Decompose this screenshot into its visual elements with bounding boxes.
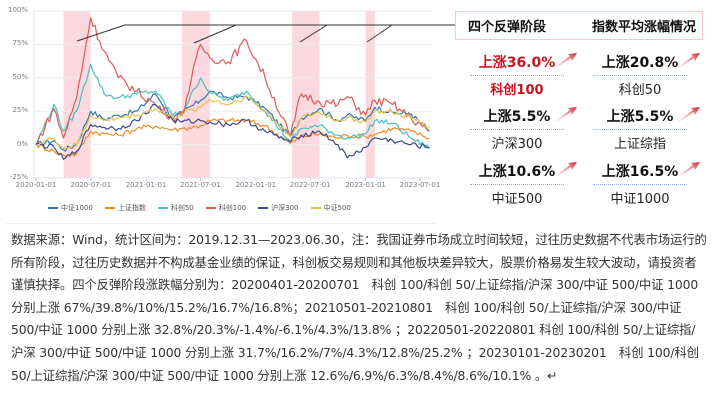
dotted-divider [470, 184, 564, 185]
shaded-period-4 [365, 11, 375, 178]
gain-value: 上涨20.8% [601, 55, 679, 71]
x-tick-label: 2023-07-01 [399, 181, 441, 189]
gain-value: 上涨10.6% [478, 164, 556, 180]
series-line-科创100 [35, 17, 430, 145]
gain-value: 上涨5.5% [483, 109, 551, 125]
y-tick-label: -25% [9, 173, 28, 181]
legend-item[interactable]: 上证指数 [104, 203, 146, 213]
index-name: 科创100 [490, 83, 544, 98]
gain-value: 上涨5.5% [606, 109, 674, 125]
index-name: 中证500 [491, 192, 543, 207]
index-gain-cell: 上涨5.5% 沪深300 [459, 106, 575, 152]
legend-label: 科创50 [170, 204, 194, 212]
panel-header: 四个反弹阶段 指数平均涨幅情况 [455, 11, 703, 40]
dotted-divider [593, 75, 687, 76]
header-average-gain: 指数平均涨幅情况 [591, 20, 696, 35]
up-trend-arrow-icon [678, 162, 700, 176]
y-tick-label: 0% [16, 139, 28, 148]
y-tick-label: 50% [12, 72, 28, 81]
x-tick-label: 2022-07-01 [289, 181, 331, 189]
disclaimer-note: 数据来源：Wind，统计区间为：2019.12.31—2023.06.30，注：… [11, 232, 707, 383]
gain-value: 上涨36.0% [478, 55, 556, 71]
x-tick-label: 2020-07-01 [70, 181, 112, 189]
legend-item[interactable]: 科创50 [157, 203, 194, 213]
index-gain-cell: 上涨5.5% 上证综指 [582, 106, 698, 152]
up-trend-arrow-icon [555, 107, 577, 121]
legend-label: 中证500 [323, 204, 351, 212]
legend-swatch-icon [104, 207, 115, 209]
y-tick-label: 75% [12, 39, 28, 48]
gain-value: 上涨16.5% [601, 164, 679, 180]
index-gain-cell: 上涨10.6% 中证500 [459, 161, 575, 207]
line-chart: 100% 75% 50% 25% 0% -25% 2020-01-01 2020-07-01… [0, 0, 440, 225]
legend-item[interactable]: 沪深300 [258, 203, 299, 213]
index-name: 科创50 [618, 83, 662, 98]
dotted-divider [593, 184, 687, 185]
dotted-divider [470, 75, 564, 76]
series-line-上证指数 [35, 117, 430, 158]
dotted-divider [593, 129, 687, 130]
up-trend-arrow-icon [678, 53, 700, 67]
legend-label: 沪深300 [271, 204, 299, 212]
x-tick-label: 2020-01-01 [15, 181, 57, 189]
legend-item[interactable]: 中证1000 [48, 203, 93, 213]
index-name: 沪深300 [491, 137, 543, 152]
shaded-period-2 [182, 11, 210, 178]
series-line-沪深300 [35, 103, 430, 160]
series-line-中证500 [35, 95, 430, 150]
y-tick-label: 25% [12, 106, 28, 115]
header-rebound-stages: 四个反弹阶段 [468, 20, 547, 35]
legend-swatch-icon [310, 207, 321, 209]
index-gain-cell: 上涨20.8% 科创50 [582, 52, 698, 98]
series-line-中证1000 [35, 90, 430, 152]
legend-label: 科创100 [218, 204, 247, 212]
up-trend-arrow-icon [555, 162, 577, 176]
index-name: 上证综指 [613, 137, 666, 152]
x-tick-label: 2021-07-01 [180, 181, 221, 189]
legend-label: 上证指数 [117, 204, 146, 212]
chart-plot-area [33, 10, 432, 181]
legend-swatch-icon [48, 207, 58, 209]
dotted-divider [470, 129, 564, 130]
index-gain-cell: 上涨16.5% 中证1000 [582, 161, 698, 207]
x-tick-label: 2022-01-01 [235, 181, 277, 189]
index-gain-cell: 上涨36.0% 科创100 [459, 52, 575, 98]
y-tick-label: 100% [7, 6, 28, 14]
up-trend-arrow-icon [555, 53, 577, 67]
legend-label: 中证1000 [61, 204, 93, 212]
x-tick-label: 2023-01-01 [345, 181, 386, 189]
legend-item[interactable]: 中证500 [310, 203, 351, 213]
legend-swatch-icon [157, 207, 168, 209]
legend-swatch-icon [258, 207, 269, 209]
legend-item[interactable]: 科创100 [205, 203, 247, 213]
index-name: 中证1000 [610, 192, 670, 207]
legend-swatch-icon [205, 207, 216, 209]
series-line-科创50 [35, 63, 430, 149]
x-tick-label: 2021-01-01 [125, 181, 167, 189]
legend-frame [6, 195, 436, 224]
chart-legend: 中证1000 上证指数 科创50 科创100 沪深300 中证500 [48, 203, 351, 213]
up-trend-arrow-icon [678, 107, 700, 121]
